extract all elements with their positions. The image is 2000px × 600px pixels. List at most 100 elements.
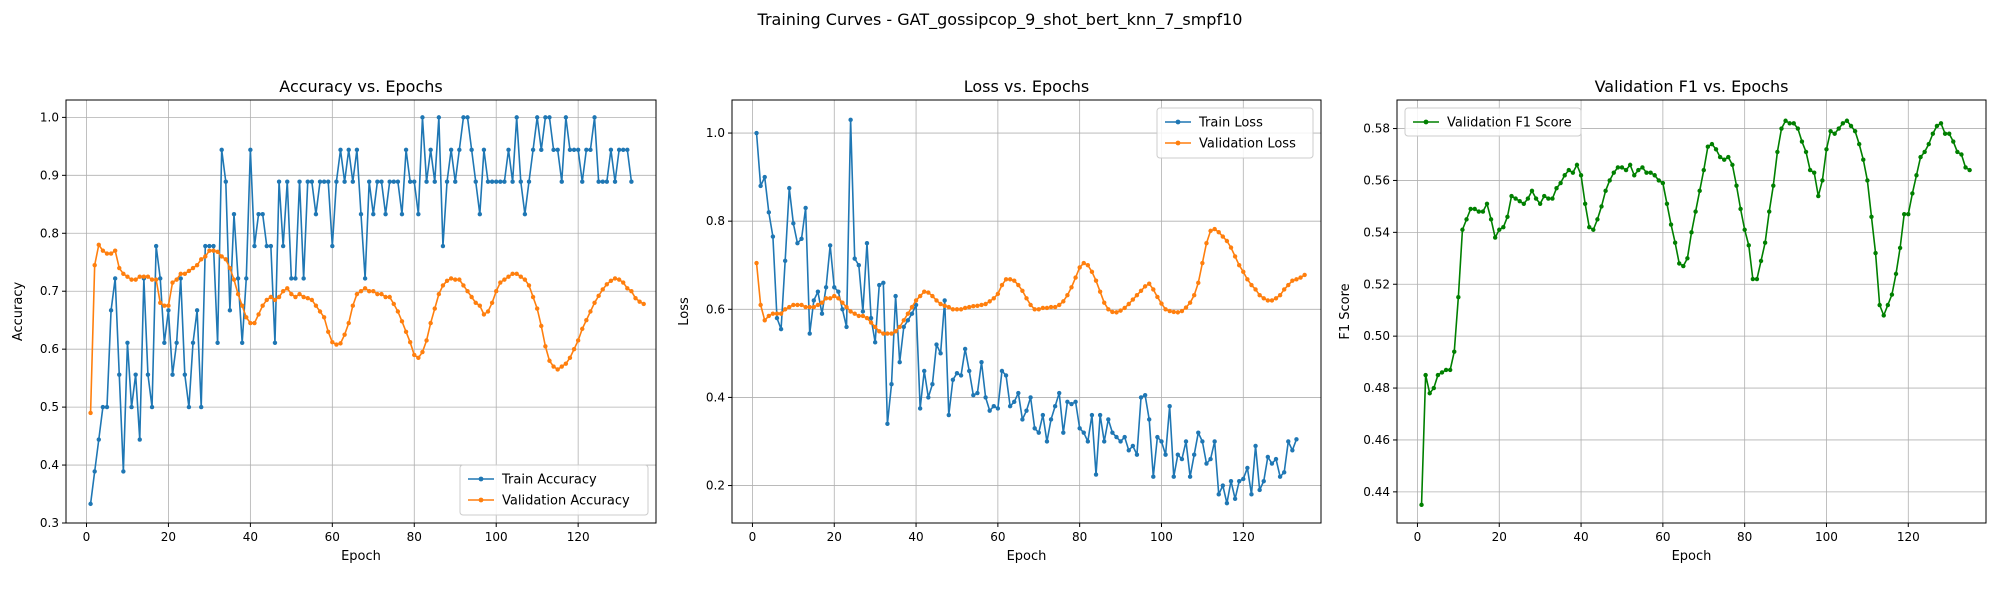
data-point-validation-loss <box>1302 272 1307 278</box>
y-tick-label: 0.56 <box>1363 173 1390 187</box>
data-point-train-accuracy <box>510 179 515 184</box>
data-point-train-loss <box>758 183 763 189</box>
data-point-validation-loss <box>893 329 898 334</box>
data-point-validation-accuracy <box>424 338 429 343</box>
data-point-validation-f1-score <box>1501 224 1506 230</box>
data-point-validation-f1-score <box>1832 131 1837 136</box>
data-point-train-accuracy <box>129 404 134 410</box>
data-point-train-accuracy <box>317 179 323 184</box>
data-point-validation-f1-score <box>1574 162 1580 168</box>
data-point-validation-f1-score <box>1660 180 1666 186</box>
y-tick-label: 0.6 <box>40 342 59 356</box>
data-point-train-loss <box>1269 461 1275 466</box>
data-point-train-accuracy <box>424 179 429 184</box>
data-point-validation-accuracy <box>272 297 278 303</box>
data-point-train-accuracy <box>321 179 327 184</box>
y-tick-label: 0.5 <box>40 400 59 414</box>
data-point-validation-f1-score <box>1787 121 1792 126</box>
data-point-train-loss <box>991 404 996 409</box>
data-point-validation-loss <box>836 296 841 301</box>
data-point-train-loss <box>995 406 1001 411</box>
data-point-train-accuracy <box>494 179 499 184</box>
data-point-train-loss <box>1155 434 1160 440</box>
x-axis-label: Epoch <box>1007 549 1047 564</box>
data-point-validation-loss <box>1118 308 1123 313</box>
data-point-train-accuracy <box>596 179 601 184</box>
data-point-validation-f1-score <box>1820 178 1825 183</box>
data-point-validation-accuracy <box>629 289 634 294</box>
legend-label-validation-accuracy: Validation Accuracy <box>502 494 630 509</box>
data-point-validation-accuracy <box>387 294 392 300</box>
data-point-train-accuracy <box>506 147 511 153</box>
data-point-train-loss <box>917 406 923 411</box>
data-point-train-accuracy <box>158 276 163 281</box>
data-point-train-loss <box>1118 439 1123 444</box>
y-tick-label: 1.0 <box>706 126 725 140</box>
data-point-train-loss <box>1097 412 1103 418</box>
data-point-validation-accuracy <box>555 367 560 372</box>
data-point-validation-f1-score <box>1734 183 1739 188</box>
data-point-validation-loss <box>1089 269 1095 275</box>
data-point-validation-f1-score <box>1677 261 1682 266</box>
data-point-validation-loss <box>856 313 861 319</box>
data-point-validation-loss <box>1032 307 1037 312</box>
data-point-validation-f1-score <box>1554 186 1559 191</box>
data-point-validation-accuracy <box>326 329 331 334</box>
data-point-validation-loss <box>811 304 817 310</box>
data-point-train-loss <box>1093 472 1099 477</box>
data-point-validation-accuracy <box>133 277 138 282</box>
data-point-validation-accuracy <box>166 303 171 308</box>
data-point-train-accuracy <box>407 179 413 184</box>
data-point-validation-f1-score <box>1492 235 1498 240</box>
data-point-train-accuracy <box>592 115 597 120</box>
x-tick-label: 60 <box>325 530 340 544</box>
data-point-validation-loss <box>1134 293 1140 298</box>
data-point-validation-loss <box>905 311 911 316</box>
y-tick-label: 0.50 <box>1363 329 1390 343</box>
data-point-validation-loss <box>881 331 886 336</box>
data-point-validation-accuracy <box>432 306 437 311</box>
data-point-train-accuracy <box>227 308 233 313</box>
data-point-validation-accuracy <box>399 319 405 324</box>
data-point-validation-loss <box>791 302 796 308</box>
data-point-train-loss <box>823 285 829 290</box>
data-point-validation-f1-score <box>1513 196 1518 201</box>
data-point-validation-f1-score <box>1893 271 1899 277</box>
x-tick-label: 100 <box>1815 530 1838 544</box>
data-point-train-loss <box>1036 430 1041 435</box>
data-point-train-accuracy <box>285 179 290 184</box>
data-point-validation-loss <box>1003 277 1009 282</box>
data-point-validation-accuracy <box>510 271 515 277</box>
data-point-train-accuracy <box>567 147 573 153</box>
data-point-validation-accuracy <box>264 297 269 303</box>
data-point-validation-loss <box>1044 305 1050 311</box>
data-point-train-accuracy <box>555 147 560 153</box>
y-tick-label: 0.8 <box>706 214 725 228</box>
data-point-train-accuracy <box>477 211 483 217</box>
data-point-validation-f1-score <box>1722 157 1727 162</box>
data-point-validation-loss <box>1081 260 1086 266</box>
data-point-validation-loss <box>1216 229 1221 235</box>
data-point-validation-f1-score <box>1689 230 1694 235</box>
data-point-validation-accuracy <box>313 303 319 308</box>
chart-1: 0 20 40 60 80 100 120 0.3 0.4 0.5 0.6 0.7 0.8 0.9 1.0 A… <box>11 77 657 564</box>
data-point-validation-accuracy <box>149 277 155 282</box>
data-point-validation-loss <box>1269 298 1275 303</box>
data-point-train-loss <box>762 174 767 180</box>
data-point-train-loss <box>799 236 804 241</box>
data-point-train-accuracy <box>272 340 278 345</box>
data-point-validation-f1-score <box>1439 370 1445 375</box>
data-point-validation-f1-score <box>1803 149 1809 155</box>
data-point-train-accuracy <box>375 179 380 184</box>
data-point-train-loss <box>1040 412 1046 418</box>
data-point-train-loss <box>1163 452 1168 457</box>
data-point-train-loss <box>1012 399 1017 405</box>
data-point-train-accuracy <box>575 147 581 153</box>
data-point-train-accuracy <box>219 147 224 153</box>
data-point-validation-loss <box>1069 285 1074 290</box>
data-point-validation-f1-score <box>1419 502 1424 508</box>
data-point-validation-f1-score <box>1566 167 1571 173</box>
data-point-validation-f1-score <box>1558 180 1563 186</box>
data-point-validation-loss <box>1228 245 1234 250</box>
data-point-train-loss <box>807 331 812 336</box>
